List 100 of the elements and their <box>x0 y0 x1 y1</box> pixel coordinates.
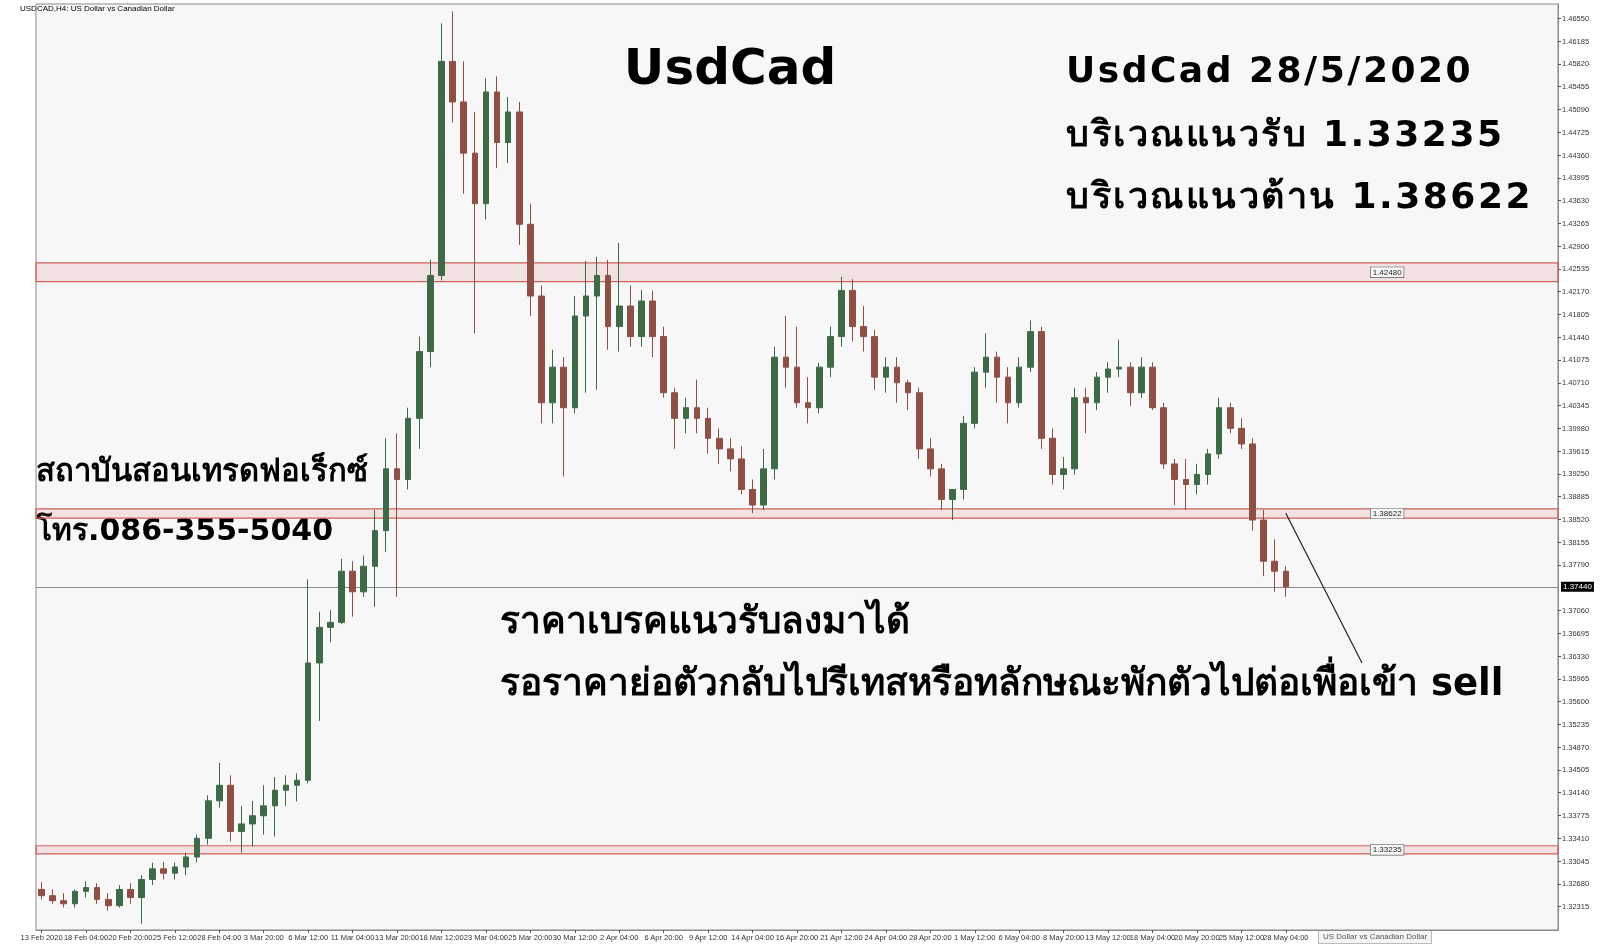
ref-line-label: 1.37440 <box>1563 582 1593 592</box>
candlestick <box>60 892 67 909</box>
candlestick <box>1016 356 1022 409</box>
candlestick <box>927 437 934 477</box>
annotation: บริเวณแนวรับ 1.33235 <box>1066 112 1505 156</box>
candlestick <box>127 882 134 905</box>
candlestick <box>427 259 434 368</box>
candlestick <box>638 289 645 348</box>
candlestick <box>305 578 311 784</box>
candlestick <box>116 884 123 909</box>
candlestick <box>572 295 578 414</box>
candlestick <box>294 772 300 802</box>
annotation: UsdCad 28/5/2020 <box>1066 48 1474 92</box>
candlestick <box>583 260 589 394</box>
candlestick <box>283 774 289 807</box>
candlestick <box>649 289 656 358</box>
candlestick <box>627 284 634 348</box>
candlestick <box>871 329 878 391</box>
candlestick <box>505 96 511 164</box>
candlestick <box>1283 565 1289 598</box>
candlestick <box>1071 387 1078 475</box>
candlestick <box>1038 326 1045 450</box>
annotation: USDCAD,H4: US Dollar vs Canadian Dollar <box>20 4 175 14</box>
candlestick <box>1060 456 1067 490</box>
candlestick <box>460 60 467 195</box>
candlestick <box>138 874 145 925</box>
candlestick <box>1105 361 1111 394</box>
candlestick <box>1138 356 1145 399</box>
candlestick <box>1183 458 1189 511</box>
candlestick <box>1238 417 1245 450</box>
candlestick <box>249 800 256 847</box>
candlestick <box>560 356 567 477</box>
candlestick <box>494 75 500 169</box>
text: UsdCad <box>623 37 837 97</box>
candlestick <box>1260 509 1267 577</box>
band-label: 1.33235 <box>1372 845 1403 855</box>
candlestick <box>94 882 100 905</box>
candlestick <box>38 881 45 900</box>
candlestick <box>727 437 734 472</box>
candlestick <box>516 101 523 246</box>
annotation: สถาบันสอนเทรดฟอเร็กซ์ <box>36 452 368 490</box>
candlestick <box>416 336 423 450</box>
annotation: โทร.086-355-5040 <box>36 512 334 548</box>
candlestick <box>1227 402 1234 434</box>
band-label: 1.42480 <box>1372 267 1403 277</box>
candlestick <box>916 387 923 460</box>
candlestick <box>394 432 400 598</box>
candlestick <box>1116 339 1122 378</box>
candlestick <box>594 256 600 391</box>
candlestick <box>816 362 823 414</box>
candlestick <box>194 834 200 864</box>
candlestick <box>216 762 223 809</box>
candlestick <box>883 356 889 394</box>
candlestick <box>960 415 967 500</box>
candlestick <box>83 880 89 899</box>
candlestick <box>105 892 112 912</box>
candlestick <box>616 242 623 353</box>
candlestick <box>149 862 156 886</box>
candlestick <box>827 326 834 378</box>
candlestick <box>1005 366 1011 424</box>
candlestick <box>1149 361 1156 411</box>
candlestick <box>1083 387 1089 434</box>
candlestick <box>738 445 745 495</box>
candlestick <box>260 784 267 836</box>
candlestick <box>483 77 489 220</box>
candlestick <box>949 488 956 521</box>
candlestick <box>983 332 989 389</box>
candlestick <box>227 774 234 842</box>
candlestick <box>1049 427 1056 485</box>
candlestick <box>694 379 700 434</box>
candlestick <box>1027 319 1034 373</box>
candlestick <box>472 111 478 334</box>
candlestick <box>794 326 800 409</box>
annotation: บริเวณแนวต้าน 1.38622 <box>1066 174 1534 218</box>
candlestick <box>1249 437 1256 532</box>
candlestick <box>72 888 78 909</box>
candlestick <box>405 407 411 490</box>
candlestick <box>205 794 212 846</box>
candlestick <box>716 427 723 465</box>
candlestick <box>527 203 534 317</box>
candlestick <box>438 22 445 281</box>
candlestick <box>383 437 389 553</box>
candlestick <box>549 349 556 424</box>
candlestick <box>272 776 278 837</box>
candlestick <box>1194 463 1200 495</box>
candlestick <box>749 478 756 514</box>
candlestick <box>938 463 945 511</box>
candlestick <box>705 407 711 455</box>
candlestick <box>849 278 856 343</box>
candlestick <box>660 326 667 399</box>
candlestick <box>683 397 689 434</box>
candlestick <box>160 861 167 880</box>
candlestick <box>372 509 378 608</box>
candlestick <box>349 560 356 618</box>
candlestick <box>760 448 767 511</box>
candlestick <box>860 305 867 353</box>
candlestick <box>1127 361 1134 407</box>
candlestick <box>994 351 1000 404</box>
candlestick <box>538 284 545 424</box>
candlestick <box>838 276 845 348</box>
